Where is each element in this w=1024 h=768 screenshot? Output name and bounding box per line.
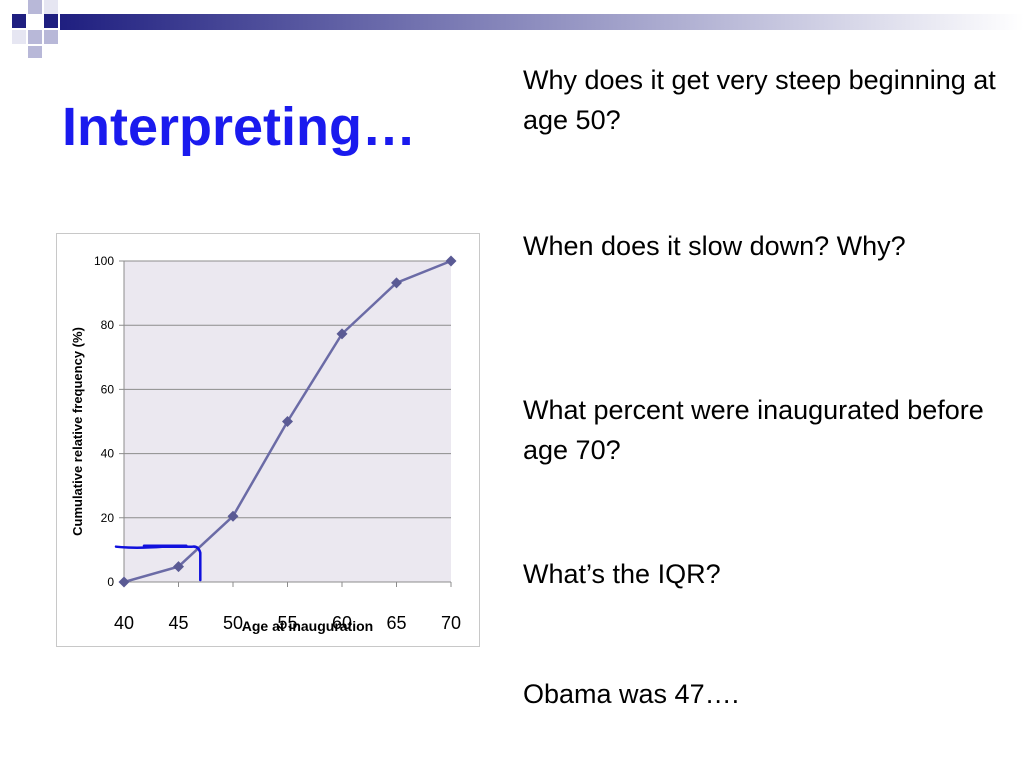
slide-title: Interpreting…	[62, 97, 417, 157]
banner-square	[12, 14, 26, 28]
question-2: When does it slow down? Why?	[523, 231, 906, 261]
x-tick-label: 60	[332, 613, 352, 633]
x-tick-label: 40	[114, 613, 134, 633]
data-point	[227, 510, 239, 522]
handwritten-annotation	[114, 545, 202, 582]
y-tick-label: 20	[101, 511, 115, 525]
x-tick-label: 65	[386, 613, 406, 633]
y-tick-label: 80	[101, 318, 115, 332]
data-point	[282, 416, 293, 427]
y-tick-label: 40	[101, 447, 115, 461]
y-axis-title: Cumulative relative frequency (%)	[70, 327, 85, 536]
x-tick-label: 70	[441, 613, 461, 633]
data-point	[336, 328, 348, 340]
question-5: Obama was 47….	[523, 679, 740, 709]
x-tick-label: 45	[168, 613, 188, 633]
cumulative-frequency-chart: 0 20 40 60 80 100 40 45 50 55 60 65 70 Age at inaugur…	[70, 254, 461, 634]
banner-square	[28, 14, 42, 28]
data-point	[391, 277, 402, 289]
x-tick-label: 55	[277, 613, 297, 633]
y-tick-label: 60	[101, 382, 115, 396]
x-tick-label: 50	[223, 613, 243, 633]
slide-banner	[12, 0, 1024, 58]
y-tick-label: 0	[107, 575, 114, 589]
chart-container: 0 20 40 60 80 100 40 45 50 55 60 65 70 Age at inaugur…	[56, 233, 480, 647]
data-point	[173, 561, 184, 573]
data-point	[445, 255, 457, 267]
banner-square	[28, 30, 42, 44]
question-4: What’s the IQR?	[523, 559, 721, 589]
banner-square	[28, 0, 42, 14]
banner-square	[44, 0, 58, 14]
banner-square	[12, 30, 26, 44]
question-3: What percent were inaugurated before age…	[523, 395, 984, 465]
x-axis-title: Age at inauguration	[242, 618, 373, 634]
banner-gradient	[60, 14, 1024, 30]
banner-square	[28, 46, 42, 58]
banner-square	[44, 14, 58, 28]
data-point	[118, 576, 130, 588]
question-1: Why does it get very steep beginning at …	[523, 65, 996, 135]
y-tick-label: 100	[94, 254, 114, 268]
banner-square	[44, 30, 58, 44]
